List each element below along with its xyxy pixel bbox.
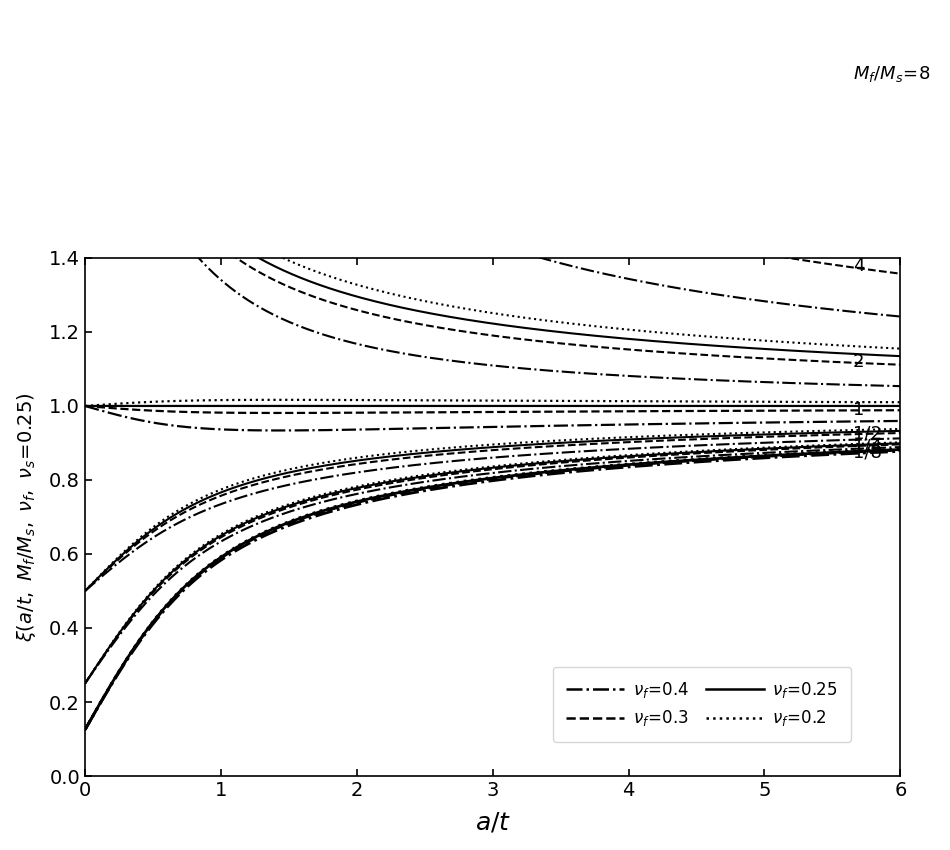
Text: 1: 1: [853, 401, 864, 419]
X-axis label: $a/t$: $a/t$: [474, 811, 511, 835]
Y-axis label: $\xi(a/t,\ M_f/M_s,\ \nu_f,\ \nu_s\!=\!0.25)$: $\xi(a/t,\ M_f/M_s,\ \nu_f,\ \nu_s\!=\!0…: [15, 392, 38, 642]
Text: 1/4: 1/4: [853, 437, 882, 455]
Text: 1/2: 1/2: [853, 425, 882, 443]
Text: $M_f/M_s\!=\!8$: $M_f/M_s\!=\!8$: [853, 64, 930, 83]
Text: 2: 2: [853, 353, 864, 371]
Text: 1/8: 1/8: [853, 443, 882, 461]
Legend: $\nu_f\!=\!0.4$, $\nu_f\!=\!0.3$, $\nu_f\!=\!0.25$, $\nu_f\!=\!0.2$: $\nu_f\!=\!0.4$, $\nu_f\!=\!0.3$, $\nu_f…: [553, 666, 851, 742]
Text: 4: 4: [853, 257, 864, 275]
